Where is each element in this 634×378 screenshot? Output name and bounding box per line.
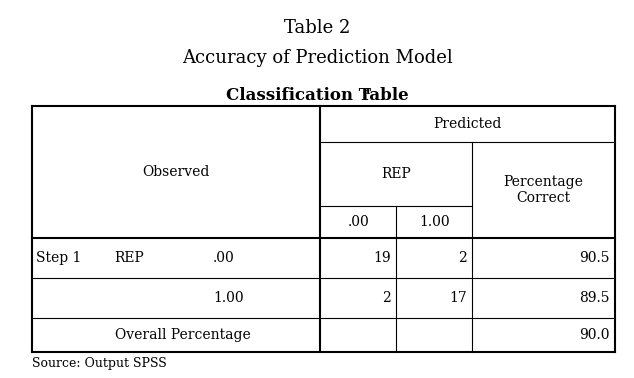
Text: 2: 2 bbox=[458, 251, 467, 265]
Text: REP: REP bbox=[115, 251, 145, 265]
Text: REP: REP bbox=[382, 167, 411, 181]
Text: Classification Table: Classification Table bbox=[226, 87, 408, 104]
Text: 1.00: 1.00 bbox=[213, 291, 243, 305]
Text: .00: .00 bbox=[213, 251, 235, 265]
Text: Accuracy of Prediction Model: Accuracy of Prediction Model bbox=[181, 49, 453, 67]
Text: a: a bbox=[363, 85, 370, 96]
Text: 19: 19 bbox=[373, 251, 391, 265]
Text: 89.5: 89.5 bbox=[579, 291, 610, 305]
Text: Overall Percentage: Overall Percentage bbox=[115, 327, 250, 342]
Text: Table 2: Table 2 bbox=[284, 19, 350, 37]
Text: 90.5: 90.5 bbox=[579, 251, 610, 265]
Text: Observed: Observed bbox=[142, 165, 210, 179]
Text: Predicted: Predicted bbox=[434, 117, 501, 131]
Text: 90.0: 90.0 bbox=[579, 327, 610, 342]
Text: .00: .00 bbox=[347, 215, 369, 229]
Text: Percentage
Correct: Percentage Correct bbox=[504, 175, 583, 205]
Text: Step 1: Step 1 bbox=[36, 251, 81, 265]
Text: Source: Output SPSS: Source: Output SPSS bbox=[32, 358, 167, 370]
Text: 17: 17 bbox=[450, 291, 467, 305]
Text: 2: 2 bbox=[382, 291, 391, 305]
Text: 1.00: 1.00 bbox=[419, 215, 450, 229]
